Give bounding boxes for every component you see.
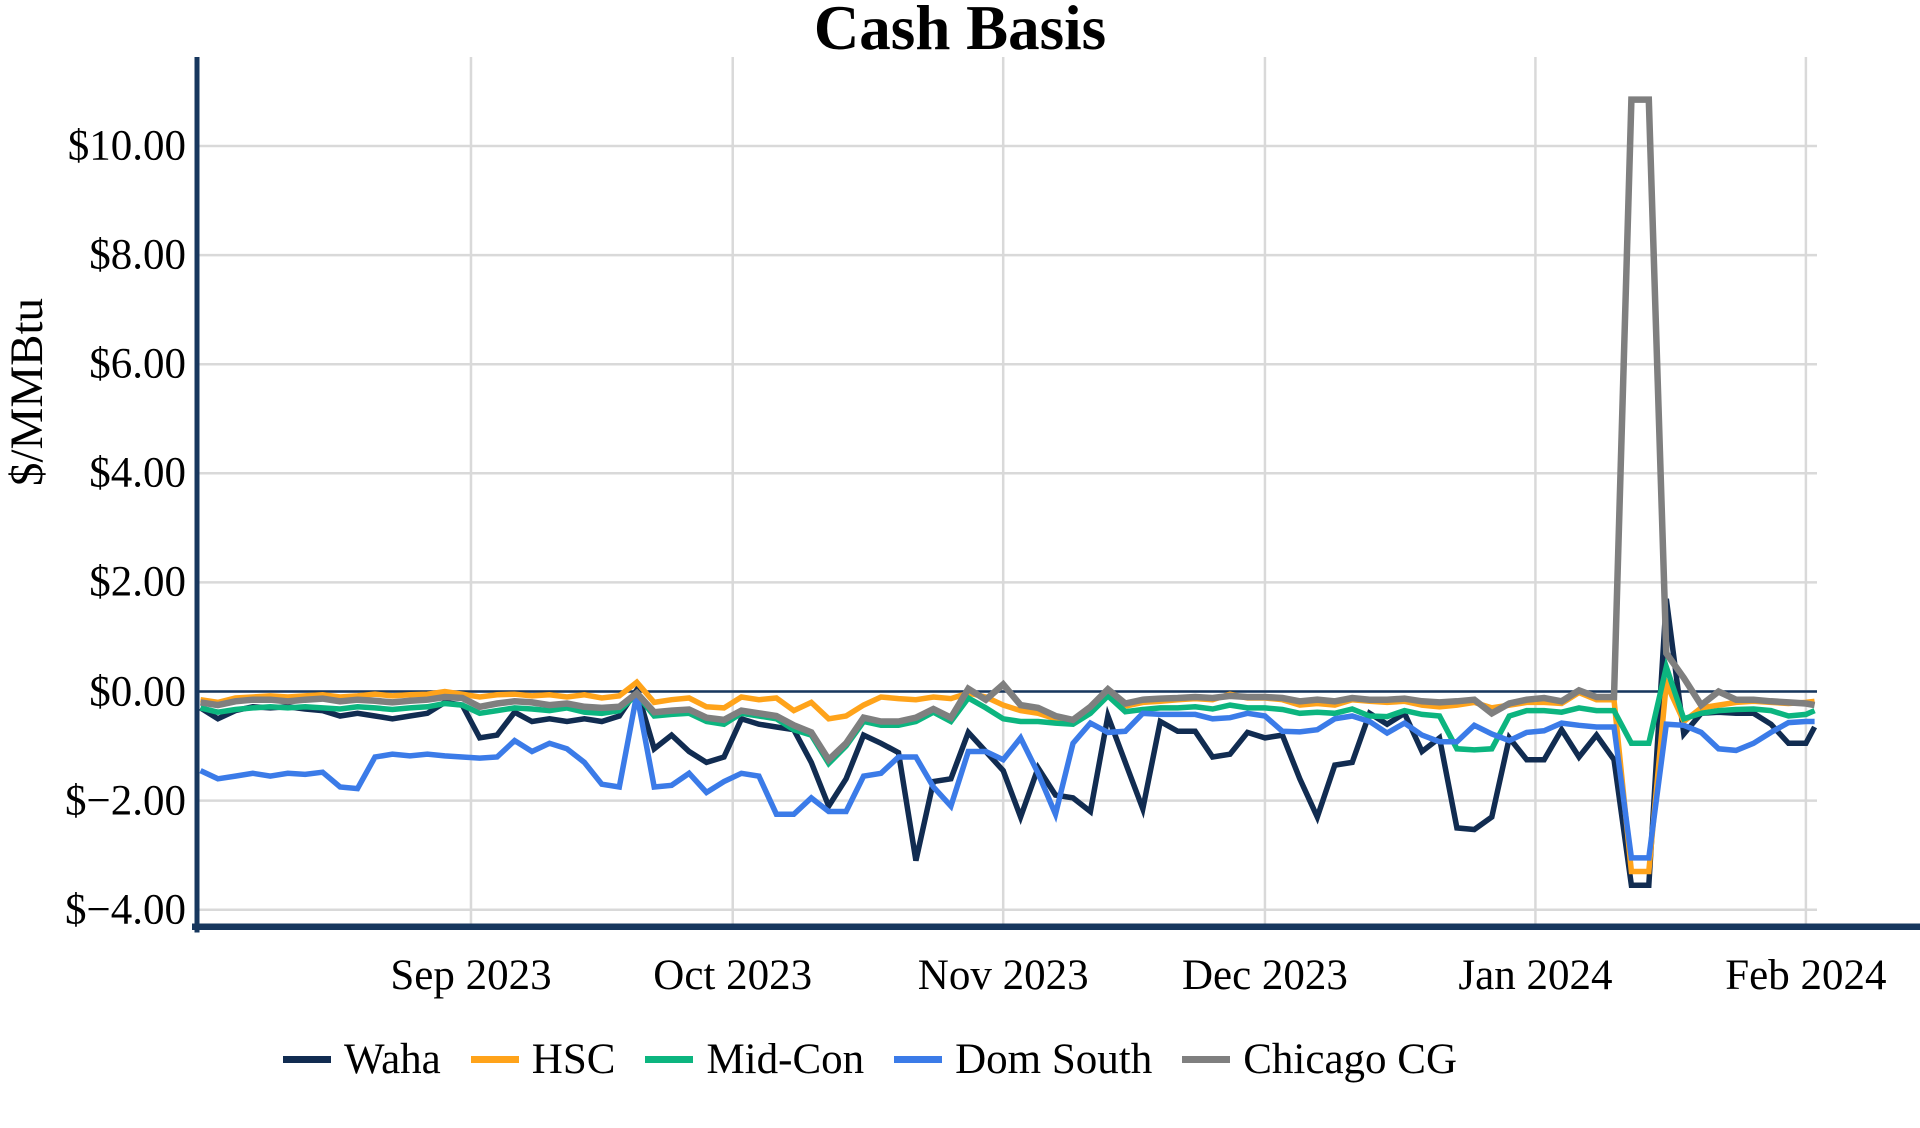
legend-label: Mid-Con [706,1036,865,1083]
y-axis-line [194,57,200,933]
legend-item-hsc: HSC [470,1036,616,1083]
legend-item-chicago-cg: Chicago CG [1182,1038,1457,1081]
legend-item-dom-south: Dom South [894,1038,1152,1081]
legend-item-waha: Waha [282,1036,441,1083]
y-tick-label: $−4.00 [64,886,186,934]
series-line-mid-con [199,656,1816,768]
x-tick-label: Jan 2024 [1458,952,1613,999]
legend-item-mid-con: Mid-Con [645,1038,864,1081]
series-line-waha [199,598,1818,888]
legend-label: HSC [531,1036,616,1083]
x-tick-label: Sep 2023 [390,952,552,999]
y-tick-label: $2.00 [89,558,186,606]
x-tick-label: Oct 2023 [653,952,813,999]
legend-label: Chicago CG [1243,1036,1458,1083]
legend-swatch-icon [1182,1056,1231,1063]
legend-swatch-icon [282,1056,331,1063]
legend-swatch-icon [894,1056,943,1063]
y-tick-label: $−2.00 [64,777,186,825]
legend: Waha HSC Mid-Con Dom South Chicago CG [0,1038,1740,1081]
x-tick-label: Feb 2024 [1725,952,1887,999]
x-axis-line [192,923,1920,930]
legend-label: Dom South [955,1036,1153,1083]
legend-swatch-icon [645,1056,694,1063]
y-tick-label: $6.00 [89,340,186,388]
legend-label: Waha [343,1036,441,1083]
legend-swatch-icon [470,1056,519,1063]
y-tick-label: $10.00 [67,122,186,170]
series-line-dom-south [199,693,1815,861]
y-tick-label: $8.00 [89,231,186,279]
y-tick-label: $4.00 [89,449,186,497]
y-tick-label: $0.00 [89,668,186,715]
x-tick-label: Dec 2023 [1181,952,1348,999]
chart-title: Cash Basis [813,0,1107,63]
x-tick-label: Nov 2023 [917,952,1089,999]
series-line-chicago-cg [200,96,1816,765]
